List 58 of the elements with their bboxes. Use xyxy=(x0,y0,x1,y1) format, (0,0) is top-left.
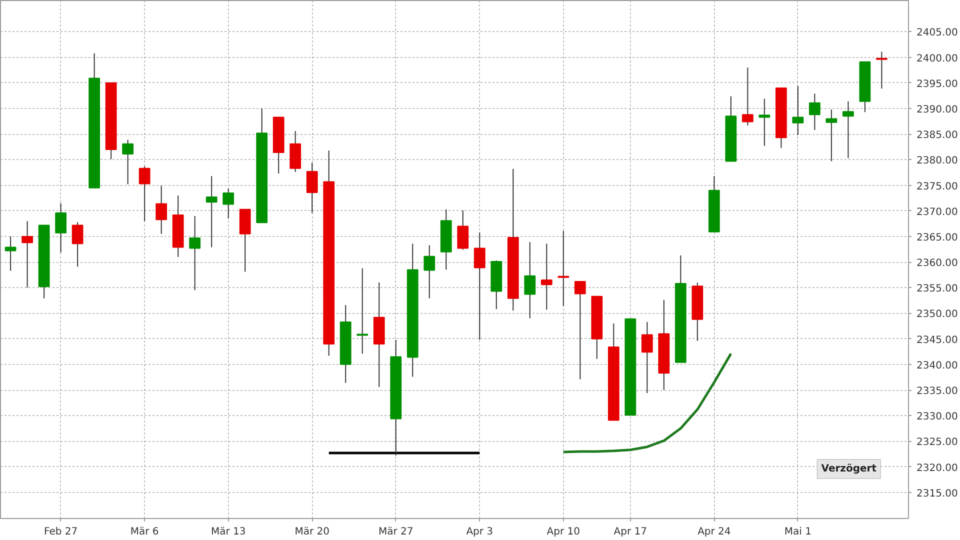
y-tick-label: 2370.00 xyxy=(916,206,958,218)
y-tick-label: 2350.00 xyxy=(916,309,958,320)
y-tick-label: 2325.00 xyxy=(916,437,958,448)
x-tick-label: Apr 24 xyxy=(698,526,731,538)
candlestick xyxy=(457,210,469,250)
y-tick-label: 2330.00 xyxy=(916,412,958,423)
candlestick xyxy=(558,230,570,307)
candlestick xyxy=(356,268,368,354)
y-tick-label: 2360.00 xyxy=(916,258,958,270)
x-tick-label: Mär 13 xyxy=(210,526,246,538)
x-tick-label: Mär 20 xyxy=(294,526,330,538)
candlestick xyxy=(826,109,838,162)
y-tick-label: 2395.00 xyxy=(916,78,958,90)
y-tick-label: 2345.00 xyxy=(916,334,958,346)
candlestick xyxy=(842,100,854,159)
candlestick xyxy=(306,162,318,214)
candlestick xyxy=(156,185,168,234)
candlestick xyxy=(574,281,586,380)
x-tick-label: Mai 1 xyxy=(784,526,812,538)
y-tick-label: 2385.00 xyxy=(916,130,958,142)
candlestick xyxy=(792,85,804,136)
x-tick-label: Mär 6 xyxy=(130,526,159,538)
candlestick xyxy=(72,222,84,268)
candlestick xyxy=(424,244,436,299)
candlestick xyxy=(22,220,33,288)
y-tick-label: 2355.00 xyxy=(916,284,958,295)
y-tick-label: 2315.00 xyxy=(916,488,958,500)
candlestick xyxy=(742,67,754,126)
y-tick-label: 2320.00 xyxy=(916,462,958,474)
candlestick xyxy=(876,51,888,90)
y-tick-label: 2335.00 xyxy=(916,386,958,398)
y-tick-label: 2365.00 xyxy=(916,232,958,244)
x-tick-label: Apr 3 xyxy=(466,526,494,538)
y-tick-label: 2390.00 xyxy=(916,104,958,116)
candlestick xyxy=(641,321,653,394)
candlestick xyxy=(540,243,552,310)
x-tick-label: Apr 17 xyxy=(614,526,648,538)
line-series xyxy=(562,352,732,454)
y-tick-label: 2375.00 xyxy=(916,181,958,192)
annotation: Verzögert xyxy=(821,464,877,474)
candlestick xyxy=(55,202,67,253)
candlestick xyxy=(474,232,486,340)
x-tick-label: Feb 27 xyxy=(44,526,78,538)
y-tick-label: 2380.00 xyxy=(916,156,958,167)
candlestick xyxy=(758,98,770,146)
candlestick xyxy=(4,236,16,272)
y-tick-label: 2340.00 xyxy=(916,360,958,372)
candlestick xyxy=(122,139,134,185)
y-tick-label: 2400.00 xyxy=(916,53,958,64)
candlestick xyxy=(189,215,201,291)
candlestick xyxy=(206,176,218,248)
y-tick-label: 2405.00 xyxy=(916,28,958,39)
candlestick xyxy=(808,93,820,130)
candlestick xyxy=(524,242,536,319)
x-tick-label: Mär 27 xyxy=(378,526,414,538)
candlestick xyxy=(222,188,234,220)
candlestick xyxy=(138,166,150,222)
x-tick-label: Apr 10 xyxy=(546,526,580,538)
